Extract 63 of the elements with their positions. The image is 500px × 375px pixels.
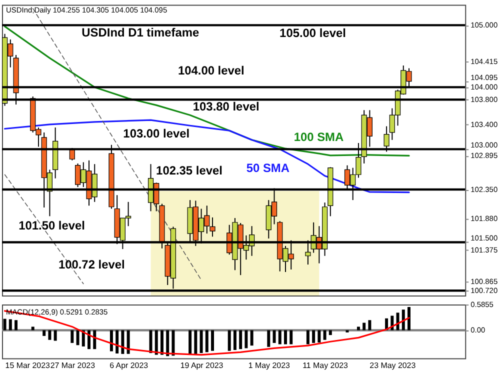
ref-line-label: 103.80 level: [192, 100, 260, 114]
bar: [278, 330, 282, 344]
line-series: [4, 310, 410, 356]
bar: [54, 330, 57, 341]
bar: [126, 330, 130, 354]
bar: [328, 330, 332, 336]
series-label: 100 SMA: [294, 130, 344, 144]
x-tick-label: 1 May 2023: [248, 360, 291, 370]
bar: [402, 310, 405, 330]
ref-line-label: 105.00 level: [280, 26, 346, 40]
bar: [3, 318, 6, 330]
bar: [312, 330, 316, 343]
ref-line-label: 102.35 level: [156, 164, 222, 178]
bar: [318, 330, 321, 343]
x-tick-label: 15 Mar 2023: [5, 360, 51, 370]
bar: [239, 330, 242, 350]
bar: [172, 330, 175, 356]
bar: [88, 330, 90, 350]
bar: [8, 319, 12, 330]
bar: [356, 326, 360, 330]
bar: [362, 322, 366, 330]
bar: [154, 330, 158, 355]
bar: [149, 330, 152, 354]
x-tick-label: 27 Mar 2023: [50, 360, 96, 370]
bar: [42, 330, 46, 336]
bar: [48, 330, 52, 340]
bar: [166, 330, 170, 356]
x-tick-label: 19 Apr 2023: [180, 360, 224, 370]
bar: [93, 330, 96, 350]
bar: [408, 307, 410, 330]
bar: [76, 330, 80, 346]
bar: [194, 330, 198, 354]
bar: [188, 330, 192, 354]
bar: [31, 326, 34, 330]
bar: [290, 330, 293, 344]
ref-line-label: 103.00 level: [123, 126, 190, 140]
bar: [116, 330, 119, 354]
bar: [228, 330, 231, 351]
bar: [205, 330, 208, 352]
bar: [272, 330, 276, 343]
x-tick-label: 11 May 2023: [302, 360, 349, 370]
ref-line-label: 100.72 level: [58, 258, 125, 272]
bar: [70, 330, 74, 343]
bar: [244, 330, 248, 348]
bar: [110, 330, 113, 352]
bar: [233, 330, 236, 350]
series-label: 50 SMA: [246, 161, 290, 176]
bar: [160, 330, 164, 355]
bar: [323, 330, 326, 340]
bar: [200, 330, 203, 354]
bar: [284, 330, 287, 344]
x-tick-label: 23 May 2023: [370, 360, 416, 370]
text: USDInd D1 timefame: [82, 26, 200, 40]
bar: [250, 330, 254, 346]
bar: [306, 330, 310, 344]
x-tick-label: 6 Apr 2023: [110, 360, 149, 370]
bar: [211, 330, 214, 351]
ref-line-label: 101.50 level: [18, 218, 85, 232]
bar: [121, 330, 124, 354]
bar: [267, 330, 270, 347]
bar: [368, 320, 372, 330]
bar: [14, 320, 18, 330]
ref-line-label: 104.00 level: [178, 63, 244, 78]
